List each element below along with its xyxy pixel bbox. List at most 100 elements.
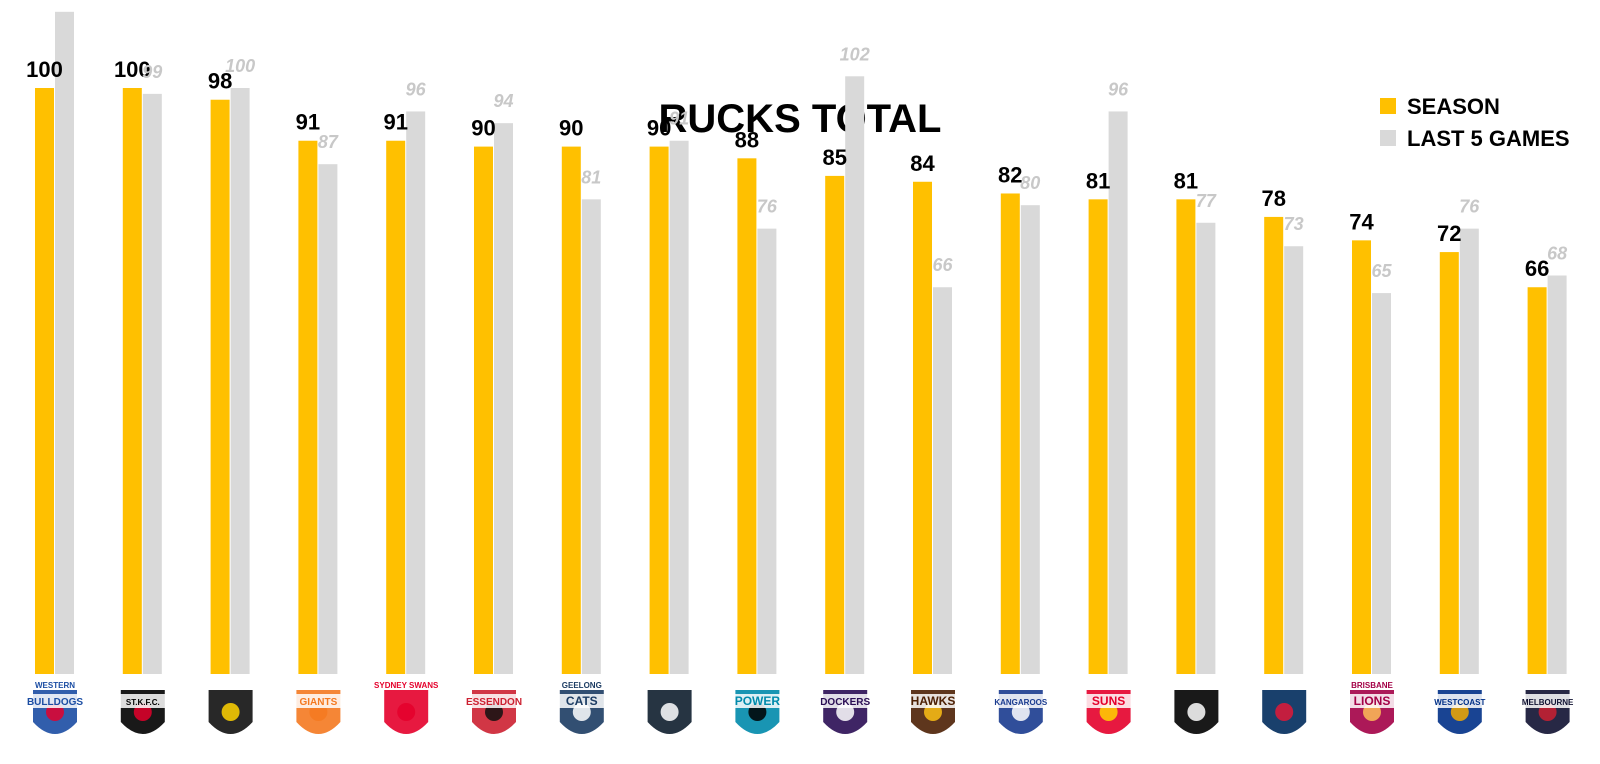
label-last5-westcoast: 76 (1459, 197, 1480, 217)
bar-season-bulldogs (35, 88, 54, 674)
bar-last5-giants (318, 164, 338, 674)
logo-text: BULLDOGS (27, 697, 83, 708)
label-season-carlton: 90 (647, 116, 671, 141)
label-season-magpies: 81 (1174, 168, 1198, 193)
legend-swatch-season (1380, 98, 1396, 114)
legend: SEASON LAST 5 GAMES (1380, 94, 1570, 151)
bar-season-hawks (913, 181, 932, 674)
bar-season-crows (1264, 216, 1284, 675)
label-season-dockers: 85 (822, 145, 846, 170)
carlton-logo-icon (647, 690, 692, 734)
west-coast-logo-icon: WESTCOAST (1433, 690, 1486, 734)
bar-last5-melbourne (1547, 275, 1567, 674)
bar-last5-bulldogs (55, 11, 74, 674)
label-last5-st-k-f-c: 99 (142, 62, 162, 82)
label-last5-giants: 87 (318, 132, 339, 152)
collingwood-logo-icon (1174, 690, 1219, 734)
bar-last5-hawks (933, 287, 952, 674)
bars-layer (35, 11, 1567, 675)
label-last5-suns: 96 (1108, 79, 1129, 99)
legend-label-last-5-games: LAST 5 GAMES (1407, 126, 1570, 151)
label-season-kangaroos: 82 (998, 162, 1022, 187)
label-last5-cats: 81 (581, 167, 601, 187)
label-season-cats: 90 (559, 116, 583, 141)
geelong-logo-icon: GEELONG CATS (555, 681, 608, 734)
bar-season-tigers (210, 99, 230, 675)
bar-last5-st-k-f-c (142, 93, 162, 675)
label-season-swans: 91 (383, 110, 407, 135)
bar-season-lions (1352, 240, 1371, 675)
label-last5-power: 76 (757, 197, 778, 217)
label-last5-carlton: 91 (669, 109, 689, 129)
label-season-st-k-f-c: 100 (114, 57, 151, 82)
bar-season-westcoast (1439, 252, 1459, 674)
bar-season-power (737, 158, 757, 674)
logo-text: WESTCOAST (1434, 698, 1485, 707)
label-season-suns: 81 (1086, 168, 1110, 193)
melbourne-logo-icon: MELBOURNE (1521, 690, 1574, 734)
bar-last5-tigers (230, 88, 250, 674)
bar-last5-power (757, 228, 777, 674)
legend-swatch-last-5-games (1380, 130, 1396, 146)
logo-text: POWER (735, 694, 781, 708)
bar-season-st-k-f-c (122, 88, 142, 674)
bar-last5-lions (1372, 293, 1391, 674)
team-logos-row: WESTERN BULLDOGS ST.K.F.C. GIANTS SYDNEY SWA… (27, 681, 1574, 734)
logo-text: MELBOURNE (1522, 698, 1574, 707)
richmond-logo-icon (208, 690, 253, 734)
logo-text: ST.K.F.C. (126, 698, 160, 707)
label-season-giants: 91 (296, 110, 320, 135)
logo-top-text: GEELONG (562, 681, 602, 690)
gold-coast-logo-icon: SUNS (1082, 690, 1135, 734)
bar-season-melbourne (1527, 287, 1547, 674)
label-last5-essendon: 94 (493, 91, 513, 111)
logo-top-text: SYDNEY SWANS (374, 681, 439, 690)
bar-season-suns (1088, 199, 1108, 674)
bar-last5-essendon (494, 123, 513, 674)
logo-text: KANGAROOS (994, 698, 1048, 707)
gws-giants-logo-icon: GIANTS (292, 690, 345, 734)
label-season-melbourne: 66 (1525, 256, 1549, 281)
logo-text: DOCKERS (820, 697, 870, 708)
label-last5-dockers: 102 (840, 44, 870, 64)
fremantle-logo-icon: DOCKERS (819, 690, 872, 734)
bar-season-cats (561, 146, 581, 675)
brisbane-logo-icon: BRISBANE LIONS (1346, 681, 1398, 734)
label-season-power: 88 (735, 127, 759, 152)
logo-top-text: WESTERN (35, 681, 75, 690)
label-season-essendon: 90 (471, 116, 495, 141)
bar-season-dockers (825, 175, 845, 674)
label-season-westcoast: 72 (1437, 221, 1461, 246)
north-melbourne-logo-icon: KANGAROOS (994, 690, 1048, 734)
logo-text: GIANTS (300, 697, 338, 708)
bar-last5-dockers (845, 76, 865, 674)
label-last5-melbourne: 68 (1547, 244, 1567, 264)
label-last5-magpies: 77 (1196, 191, 1217, 211)
label-last5-swans: 96 (406, 79, 427, 99)
hawthorn-logo-icon: HAWKS (907, 690, 959, 734)
bulldogs-logo-icon: WESTERN BULLDOGS (27, 681, 83, 734)
chart-title: RUCKS TOTAL (659, 97, 942, 141)
label-last5-crows: 73 (1284, 214, 1304, 234)
logo-text: LIONS (1354, 694, 1391, 708)
bar-season-kangaroos (1000, 193, 1020, 675)
sydney-swans-logo-icon: SYDNEY SWANS (374, 681, 439, 734)
bar-last5-crows (1284, 246, 1304, 674)
bar-season-giants (298, 140, 318, 675)
label-season-lions: 74 (1349, 209, 1374, 234)
logo-text: HAWKS (911, 694, 956, 708)
bar-last5-magpies (1196, 222, 1216, 674)
label-last5-kangaroos: 80 (1020, 173, 1040, 193)
bar-last5-westcoast (1459, 228, 1479, 674)
label-season-hawks: 84 (910, 151, 935, 176)
data-labels-layer: 1001131009998100918791969094908190918876… (26, 44, 1567, 281)
adelaide-logo-icon (1262, 690, 1307, 734)
bar-season-carlton (649, 146, 669, 675)
logo-top-text: BRISBANE (1351, 681, 1393, 690)
bar-last5-suns (1108, 111, 1128, 674)
bar-season-essendon (474, 146, 493, 675)
bar-season-magpies (1176, 199, 1196, 674)
label-last5-lions: 65 (1371, 261, 1392, 281)
logo-text: ESSENDON (466, 697, 522, 708)
bar-last5-cats (581, 199, 601, 674)
